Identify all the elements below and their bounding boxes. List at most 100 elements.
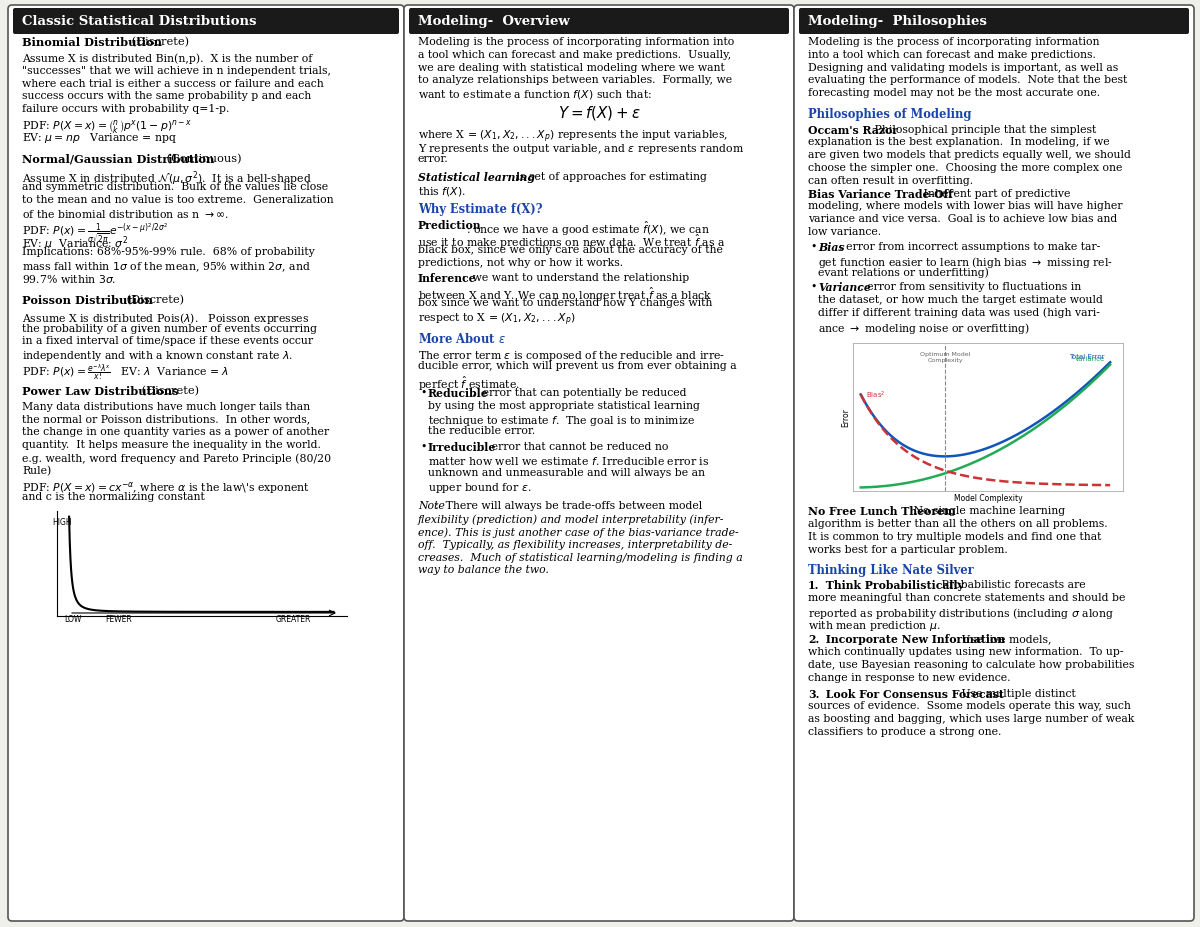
Text: Probabilistic forecasts are: Probabilistic forecasts are (938, 580, 1086, 590)
Text: Normal/Gaussian Distribution: Normal/Gaussian Distribution (22, 154, 215, 165)
Text: flexibility (prediction) and model interpretability (infer-: flexibility (prediction) and model inter… (418, 514, 725, 525)
Text: upper bound for $\epsilon$.: upper bound for $\epsilon$. (428, 480, 532, 495)
Total Error (1103, 357, 1117, 368)
Text: •: • (420, 388, 426, 398)
Text: box since we want to understand how Y changes with: box since we want to understand how Y ch… (418, 298, 713, 309)
Text: Think Probabilistically: Think Probabilistically (822, 580, 964, 591)
Total Error (1080, 378, 1094, 389)
Text: : error from sensitivity to fluctuations in: : error from sensitivity to fluctuations… (859, 282, 1081, 292)
Total Error (854, 390, 869, 401)
Text: date, use Bayesian reasoning to calculate how probabilities: date, use Bayesian reasoning to calculat… (808, 660, 1134, 670)
Text: black box, since we only care about the accuracy of the: black box, since we only care about the … (418, 245, 722, 255)
Text: quantity.  It helps measure the inequality in the world.: quantity. It helps measure the inequalit… (22, 440, 320, 451)
Text: Irreducible: Irreducible (428, 442, 497, 453)
Text: 2.: 2. (808, 634, 820, 645)
Text: ance $\rightarrow$ modeling noise or overfitting): ance $\rightarrow$ modeling noise or ove… (818, 321, 1030, 336)
Text: is set of approaches for estimating: is set of approaches for estimating (514, 172, 707, 183)
Text: Inference: Inference (418, 273, 476, 284)
Variance (1002, 438, 1016, 450)
Total Error (1003, 433, 1018, 444)
Text: the reducible error.: the reducible error. (428, 426, 535, 437)
Text: Incorporate New Information: Incorporate New Information (822, 634, 1006, 645)
Total Error (853, 389, 868, 400)
Line: Variance: Variance (860, 364, 1110, 488)
Text: Bias$^2$: Bias$^2$ (866, 389, 886, 400)
Text: (Continuous): (Continuous) (163, 154, 242, 164)
Text: GREATER: GREATER (276, 616, 311, 624)
Text: and symmetric distribution.  Bulk of the values lie close: and symmetric distribution. Bulk of the … (22, 183, 328, 193)
Variance (854, 482, 869, 493)
Text: classifiers to produce a strong one.: classifiers to produce a strong one. (808, 727, 1001, 737)
Bias$^2$ (853, 389, 868, 400)
Text: get function easier to learn (high bias $\rightarrow$ missing rel-: get function easier to learn (high bias … (818, 255, 1112, 270)
Text: to analyze relationships between variables.  Formally, we: to analyze relationships between variabl… (418, 75, 732, 85)
Text: are given two models that predicts equally well, we should: are given two models that predicts equal… (808, 150, 1130, 160)
Text: a tool which can forecast and make predictions.  Usually,: a tool which can forecast and make predi… (418, 50, 731, 60)
Text: It is common to try multiple models and find one that: It is common to try multiple models and … (808, 532, 1102, 542)
Text: : once we have a good estimate $\hat{f}(X)$, we can: : once we have a good estimate $\hat{f}(… (467, 220, 710, 238)
Bias$^2$ (1006, 476, 1020, 488)
Text: unknown and unmeasurable and will always be an: unknown and unmeasurable and will always… (428, 468, 706, 477)
Text: success occurs with the same probability p and each: success occurs with the same probability… (22, 92, 311, 101)
Text: into a tool which can forecast and make predictions.: into a tool which can forecast and make … (808, 50, 1096, 60)
Text: by using the most appropriate statistical learning: by using the most appropriate statistica… (428, 400, 700, 411)
Text: :  error that can potentially be reduced: : error that can potentially be reduced (472, 388, 686, 398)
Variance (853, 482, 868, 493)
Text: Look For Consensus Forecast: Look For Consensus Forecast (822, 689, 1004, 700)
Text: to the mean and no value is too extreme.  Generalization: to the mean and no value is too extreme.… (22, 196, 334, 205)
Text: Rule): Rule) (22, 465, 52, 476)
Text: Power Law Distributions: Power Law Distributions (22, 386, 179, 397)
Text: Note: Note (418, 502, 445, 512)
Text: algorithm is better than all the others on all problems.: algorithm is better than all the others … (808, 519, 1108, 529)
Text: 1.: 1. (808, 580, 820, 591)
Text: reported as probability distributions (including $\sigma$ along: reported as probability distributions (i… (808, 606, 1114, 621)
Text: way to balance the two.: way to balance the two. (418, 565, 548, 576)
Bias$^2$ (1080, 479, 1094, 490)
Text: : error from incorrect assumptions to make tar-: : error from incorrect assumptions to ma… (839, 242, 1100, 252)
Text: explanation is the best explanation.  In modeling, if we: explanation is the best explanation. In … (808, 137, 1110, 147)
Text: (Discrete): (Discrete) (128, 37, 190, 47)
Text: technique to estimate $f$.  The goal is to minimize: technique to estimate $f$. The goal is t… (428, 413, 695, 427)
Text: differ if different training data was used (high vari-: differ if different training data was us… (818, 308, 1100, 318)
Text: LOW: LOW (65, 616, 82, 624)
Text: •: • (420, 442, 426, 452)
Text: Variance: Variance (818, 282, 871, 293)
Text: predictions, not why or how it works.: predictions, not why or how it works. (418, 258, 623, 268)
Text: of the binomial distribution as n $\rightarrow \infty$.: of the binomial distribution as n $\righ… (22, 208, 229, 220)
Text: Optimum Model
Complexity: Optimum Model Complexity (919, 352, 970, 363)
Text: (Discrete): (Discrete) (138, 386, 199, 396)
Text: EV: $\mu = np$   Variance = npq: EV: $\mu = np$ Variance = npq (22, 131, 176, 145)
Text: Prediction: Prediction (418, 220, 481, 231)
Text: this $f(X)$.: this $f(X)$. (418, 185, 466, 198)
Text: Occam's Razor: Occam's Razor (808, 124, 898, 135)
Text: modeling, where models with lower bias will have higher: modeling, where models with lower bias w… (808, 201, 1122, 211)
Total Error (1064, 391, 1079, 402)
Text: and c is the normalizing constant: and c is the normalizing constant (22, 492, 205, 502)
FancyBboxPatch shape (794, 5, 1194, 921)
X-axis label: Model Complexity: Model Complexity (954, 494, 1022, 503)
Variance (1063, 395, 1078, 406)
Text: variance and vice versa.  Goal is to achieve low bias and: variance and vice versa. Goal is to achi… (808, 214, 1117, 224)
Text: Many data distributions have much longer tails than: Many data distributions have much longer… (22, 401, 310, 412)
Text: respect to X = $(X_1, X_2, ...X_p)$: respect to X = $(X_1, X_2, ...X_p)$ (418, 311, 576, 327)
Text: Poisson Distribution: Poisson Distribution (22, 295, 152, 306)
Text: :  There will always be trade-offs between model: : There will always be trade-offs betwee… (434, 502, 702, 512)
Text: the probability of a given number of events occurring: the probability of a given number of eve… (22, 324, 317, 334)
Text: want to estimate a function $f(X)$ such that:: want to estimate a function $f(X)$ such … (418, 88, 652, 101)
Text: Bias Variance Trade-Off: Bias Variance Trade-Off (808, 188, 953, 199)
Text: matter how well we estimate $f$. Irreducible error is: matter how well we estimate $f$. Irreduc… (428, 455, 709, 467)
Text: use it to make predictions on new data.  We treat $\hat{f}$ as a: use it to make predictions on new data. … (418, 233, 725, 250)
Text: Modeling is the process of incorporating information into: Modeling is the process of incorporating… (418, 37, 734, 47)
Text: between X and Y. We can no longer treat $\hat{f}$ as a black: between X and Y. We can no longer treat … (418, 286, 713, 304)
Text: Why Estimate f(X)?: Why Estimate f(X)? (418, 203, 542, 216)
Text: choose the simpler one.  Choosing the more complex one: choose the simpler one. Choosing the mor… (808, 163, 1122, 173)
Text: Thinking Like Nate Silver: Thinking Like Nate Silver (808, 564, 973, 577)
Text: Assume X is distributed Bin(n,p).  X is the number of: Assume X is distributed Bin(n,p). X is t… (22, 53, 312, 64)
Text: more meaningful than concrete statements and should be: more meaningful than concrete statements… (808, 593, 1126, 603)
Text: Assume X is distributed Pois($\lambda$).   Poisson expresses: Assume X is distributed Pois($\lambda$).… (22, 311, 310, 325)
Text: evant relations or underfitting): evant relations or underfitting) (818, 268, 989, 278)
Text: Statistical learning: Statistical learning (418, 172, 535, 184)
Text: e.g. wealth, word frequency and Pareto Principle (80/20: e.g. wealth, word frequency and Pareto P… (22, 453, 331, 464)
Text: Assume X in distributed $\mathcal{N}(\mu, \sigma^2)$.  It is a bell-shaped: Assume X in distributed $\mathcal{N}(\mu… (22, 170, 312, 188)
Text: where X = $(X_1, X_2, ...X_p)$ represents the input variables,: where X = $(X_1, X_2, ...X_p)$ represent… (418, 129, 728, 146)
